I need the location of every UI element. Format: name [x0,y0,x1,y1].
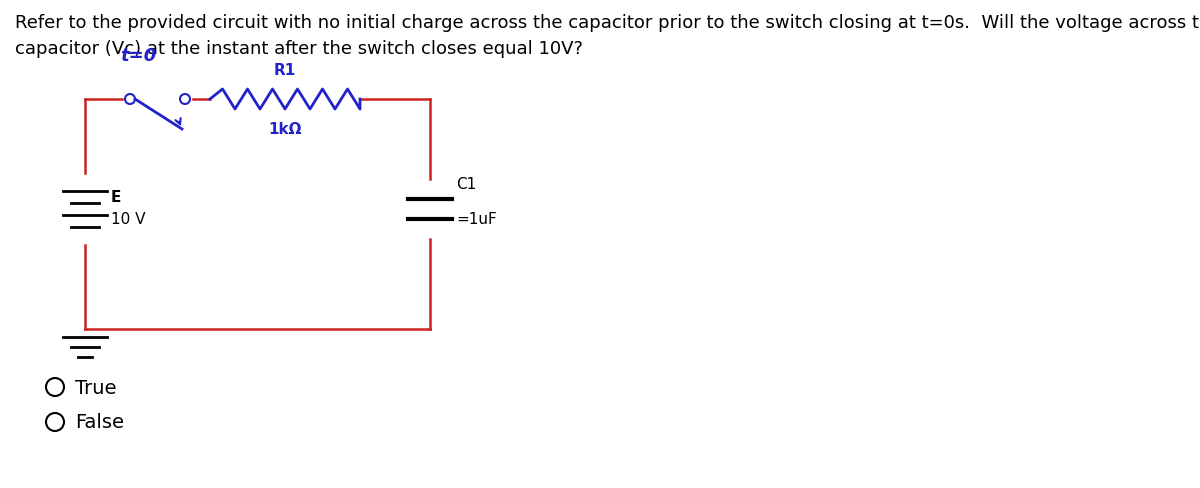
Text: False: False [74,413,124,431]
Text: E: E [112,190,121,205]
Text: =1uF: =1uF [456,212,497,226]
Text: True: True [74,378,116,397]
Text: C1: C1 [456,177,476,192]
Text: t=0: t=0 [120,47,156,65]
Text: 1kΩ: 1kΩ [269,122,301,137]
Text: 10 V: 10 V [112,212,145,227]
Text: capacitor (Vc) at the instant after the switch closes equal 10V?: capacitor (Vc) at the instant after the … [14,40,583,58]
Text: R1: R1 [274,63,296,78]
Text: Refer to the provided circuit with no initial charge across the capacitor prior : Refer to the provided circuit with no in… [14,14,1200,32]
